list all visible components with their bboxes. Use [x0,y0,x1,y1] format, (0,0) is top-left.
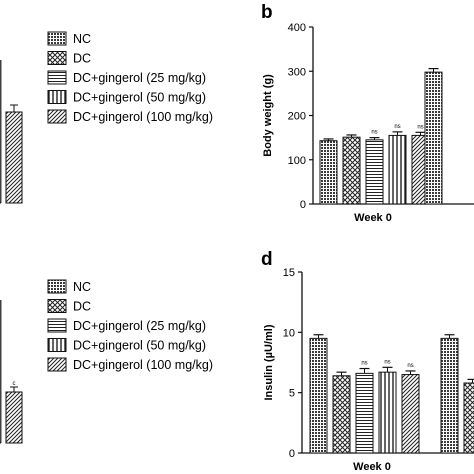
legend-swatch [47,31,67,46]
legend-swatch [47,318,67,333]
y-tick-label: 15 [283,267,295,279]
bar-chart-panel-b: b 0 100 200 300 400 Body weight (g) ns ns ns Week … [261,2,474,224]
x-category-label: Week 0 [353,461,391,473]
legend-swatch [47,279,67,294]
bar-mark [5,391,23,444]
significance-label: ns [417,124,423,130]
legend-swatch [47,90,67,104]
y-tick-label: 10 [283,327,295,339]
bar-mark [319,140,338,205]
legend-panel-0: NC DC DC+gingerol (25 mg/kg) DC+gingerol (5… [0,31,213,204]
y-tick-label: 0 [289,448,295,460]
bar-mark [401,374,420,454]
bar-mark [355,372,374,454]
y-axis-label: Body weight (g) [262,74,274,157]
bar-chart-panel-d: d 0 5 10 15 Insulin (µU/ml) ns ns ns Week 0 [261,249,474,473]
legend-label: DC [73,300,91,314]
legend-swatch [47,338,67,352]
bar-mark [378,371,397,454]
x-category-label: Week 0 [354,212,392,224]
significance-label: ns [361,361,367,367]
legend-panel-2: c NC DC DC+gingerol (25 mg/kg) DC+gingerol (… [0,279,213,444]
legend-swatch [47,51,67,65]
y-tick-label: 200 [288,111,306,123]
bar-mark [309,337,328,454]
legend-label: DC+gingerol (50 mg/kg) [73,91,206,105]
panel-letter: d [261,249,273,270]
significance-label: ns [407,363,413,369]
bar-mark [342,136,361,205]
y-tick-label: 300 [288,66,306,78]
significance-label: ns [371,130,377,136]
y-tick-label: 5 [289,388,295,400]
significance-label: ns [394,124,400,130]
y-tick-label: 0 [300,199,306,211]
legend-label: DC+gingerol (50 mg/kg) [73,339,206,353]
panel-letter: b [261,2,273,23]
bar-mark [332,375,351,454]
legend-swatch [47,299,67,313]
significance-label: c [13,381,16,387]
legend-swatch [47,357,67,372]
bar-mark [424,71,443,205]
legend-label: DC+gingerol (100 mg/kg) [73,358,213,372]
legend-swatch [47,109,67,124]
bar-mark [5,111,23,204]
bar-mark [365,139,384,205]
legend-label: DC+gingerol (100 mg/kg) [73,110,213,124]
significance-label: ns [384,359,390,365]
legend-label: DC [73,52,91,66]
bar-mark [463,382,474,454]
legend-label: NC [73,32,91,46]
bar-mark [388,134,407,205]
bar-mark [440,337,459,454]
legend-swatch [47,70,67,85]
y-tick-label: 100 [288,155,306,167]
y-axis-label: Insulin (µU/ml) [263,324,275,400]
legend-label: DC+gingerol (25 mg/kg) [73,71,206,85]
legend-label: NC [73,280,91,294]
legend-label: DC+gingerol (25 mg/kg) [73,319,206,333]
y-tick-label: 400 [288,22,306,34]
